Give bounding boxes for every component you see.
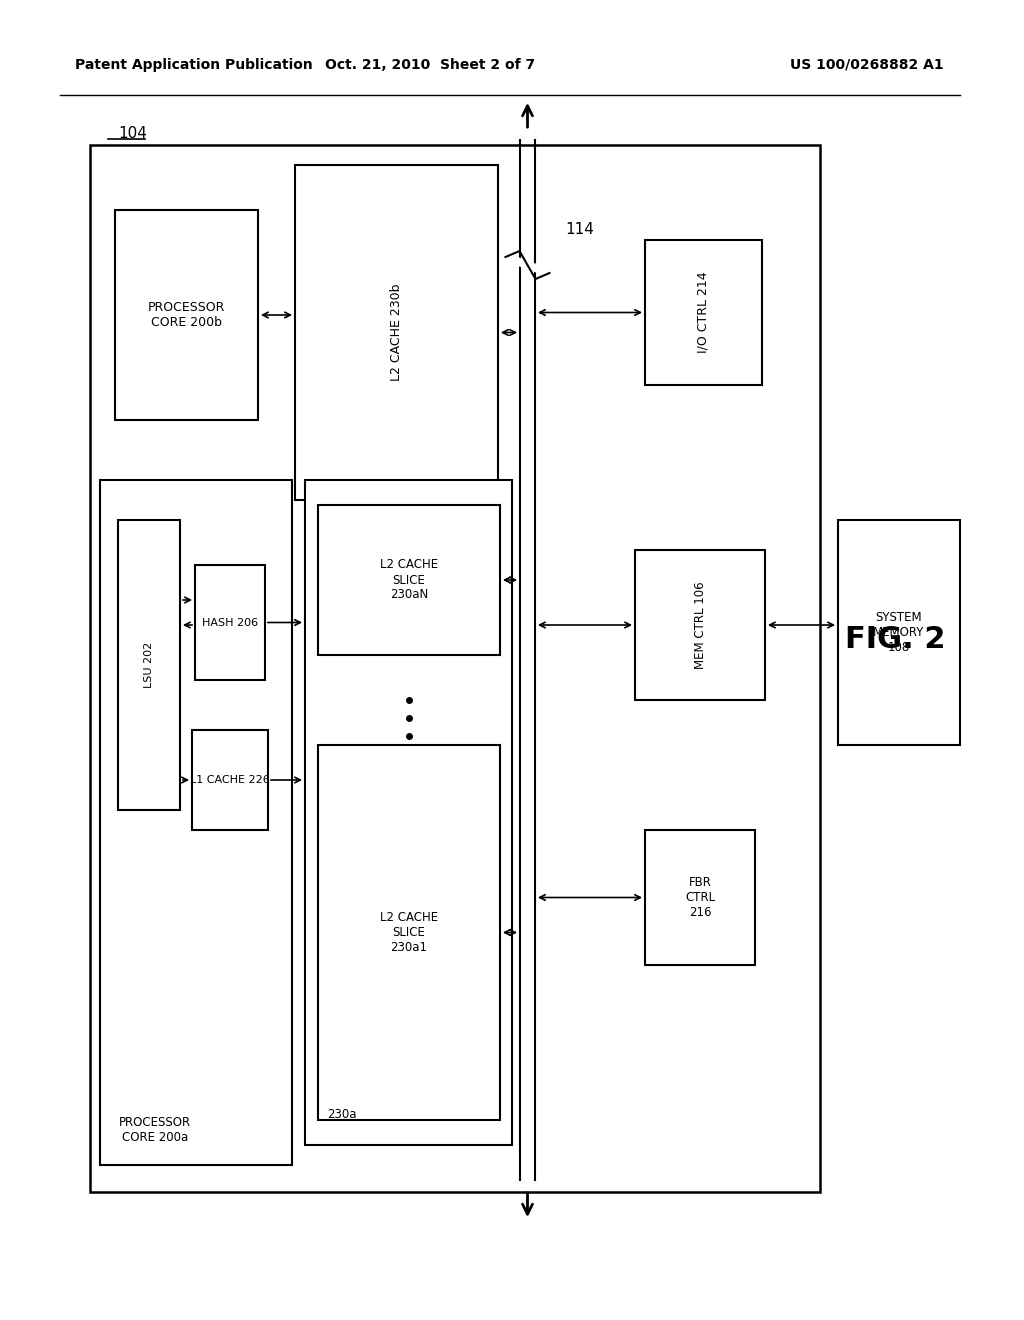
Bar <box>90 145 820 1192</box>
Bar <box>318 506 500 655</box>
Text: PROCESSOR
CORE 200b: PROCESSOR CORE 200b <box>147 301 225 329</box>
Text: I/O CTRL 214: I/O CTRL 214 <box>697 272 710 354</box>
Text: 230a: 230a <box>327 1109 356 1122</box>
Bar <box>305 480 512 1144</box>
Bar <box>195 565 265 680</box>
Bar <box>100 480 292 1166</box>
Text: FIG. 2: FIG. 2 <box>845 626 945 655</box>
Text: 104: 104 <box>118 125 146 140</box>
Bar <box>645 830 755 965</box>
Text: Patent Application Publication: Patent Application Publication <box>75 58 312 73</box>
Bar <box>295 165 498 500</box>
Text: Oct. 21, 2010  Sheet 2 of 7: Oct. 21, 2010 Sheet 2 of 7 <box>325 58 536 73</box>
Bar <box>193 730 268 830</box>
Text: 114: 114 <box>565 223 594 238</box>
Text: L2 CACHE
SLICE
230aN: L2 CACHE SLICE 230aN <box>380 558 438 602</box>
Text: SYSTEM
MEMORY
108: SYSTEM MEMORY 108 <box>873 611 925 653</box>
Text: US 100/0268882 A1: US 100/0268882 A1 <box>790 58 944 73</box>
Text: FBR
CTRL
216: FBR CTRL 216 <box>685 876 715 919</box>
Bar <box>645 240 762 385</box>
Text: L1 CACHE 226: L1 CACHE 226 <box>190 775 270 785</box>
Bar <box>115 210 258 420</box>
Text: PROCESSOR
CORE 200a: PROCESSOR CORE 200a <box>119 1115 191 1144</box>
Bar <box>118 520 180 810</box>
Bar <box>635 550 765 700</box>
Bar <box>838 520 961 744</box>
Bar <box>318 744 500 1119</box>
Text: MEM CTRL 106: MEM CTRL 106 <box>693 581 707 669</box>
Text: L2 CACHE 230b: L2 CACHE 230b <box>390 284 403 381</box>
Text: LSU 202: LSU 202 <box>144 642 154 688</box>
Text: HASH 206: HASH 206 <box>202 618 258 627</box>
Text: L2 CACHE
SLICE
230a1: L2 CACHE SLICE 230a1 <box>380 911 438 954</box>
